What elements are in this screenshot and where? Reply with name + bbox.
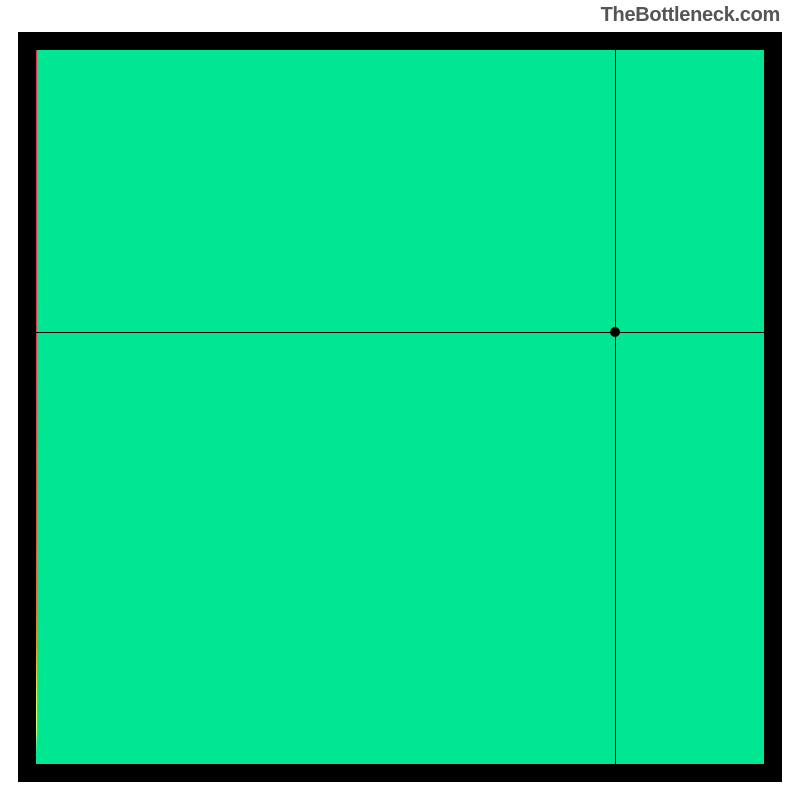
plot-area — [36, 50, 764, 764]
crosshair-point — [610, 327, 620, 337]
crosshair-horizontal — [36, 332, 764, 333]
crosshair-vertical — [615, 50, 616, 764]
heatmap-canvas — [36, 50, 764, 764]
plot-frame — [18, 32, 782, 782]
watermark-text: TheBottleneck.com — [601, 4, 780, 27]
